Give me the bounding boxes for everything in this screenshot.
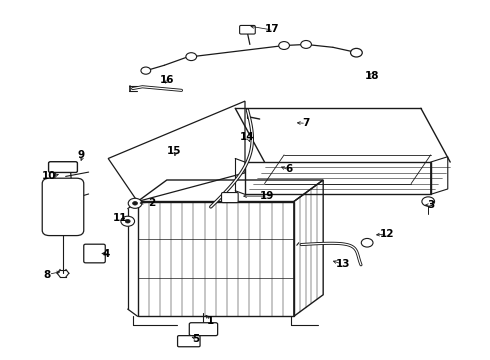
Text: 13: 13 xyxy=(336,259,350,269)
Circle shape xyxy=(125,220,130,223)
Circle shape xyxy=(422,197,435,206)
FancyBboxPatch shape xyxy=(177,336,200,347)
FancyBboxPatch shape xyxy=(42,178,84,235)
Text: 17: 17 xyxy=(265,24,279,35)
Text: 16: 16 xyxy=(160,75,174,85)
Text: 2: 2 xyxy=(148,198,156,208)
Circle shape xyxy=(361,238,373,247)
Circle shape xyxy=(141,67,151,74)
Text: 14: 14 xyxy=(240,132,255,142)
Circle shape xyxy=(133,202,138,205)
Circle shape xyxy=(186,53,196,60)
Text: 19: 19 xyxy=(260,191,274,201)
Text: 18: 18 xyxy=(365,71,379,81)
Text: 3: 3 xyxy=(427,200,434,210)
Text: 1: 1 xyxy=(207,316,215,325)
Circle shape xyxy=(350,48,362,57)
Circle shape xyxy=(128,198,142,208)
Text: 6: 6 xyxy=(285,164,293,174)
Circle shape xyxy=(301,41,312,48)
FancyBboxPatch shape xyxy=(49,162,77,172)
Text: 11: 11 xyxy=(113,213,128,222)
Circle shape xyxy=(279,41,290,49)
Text: 10: 10 xyxy=(42,171,57,181)
Text: 9: 9 xyxy=(78,150,85,160)
Text: 8: 8 xyxy=(44,270,51,280)
Circle shape xyxy=(121,216,135,226)
FancyBboxPatch shape xyxy=(189,323,218,336)
FancyBboxPatch shape xyxy=(240,26,255,34)
Text: 5: 5 xyxy=(193,333,200,343)
Text: 4: 4 xyxy=(102,248,109,258)
FancyBboxPatch shape xyxy=(84,244,105,263)
Text: 15: 15 xyxy=(167,146,181,156)
Text: 7: 7 xyxy=(302,118,310,128)
FancyBboxPatch shape xyxy=(221,193,238,203)
Text: 12: 12 xyxy=(379,229,394,239)
